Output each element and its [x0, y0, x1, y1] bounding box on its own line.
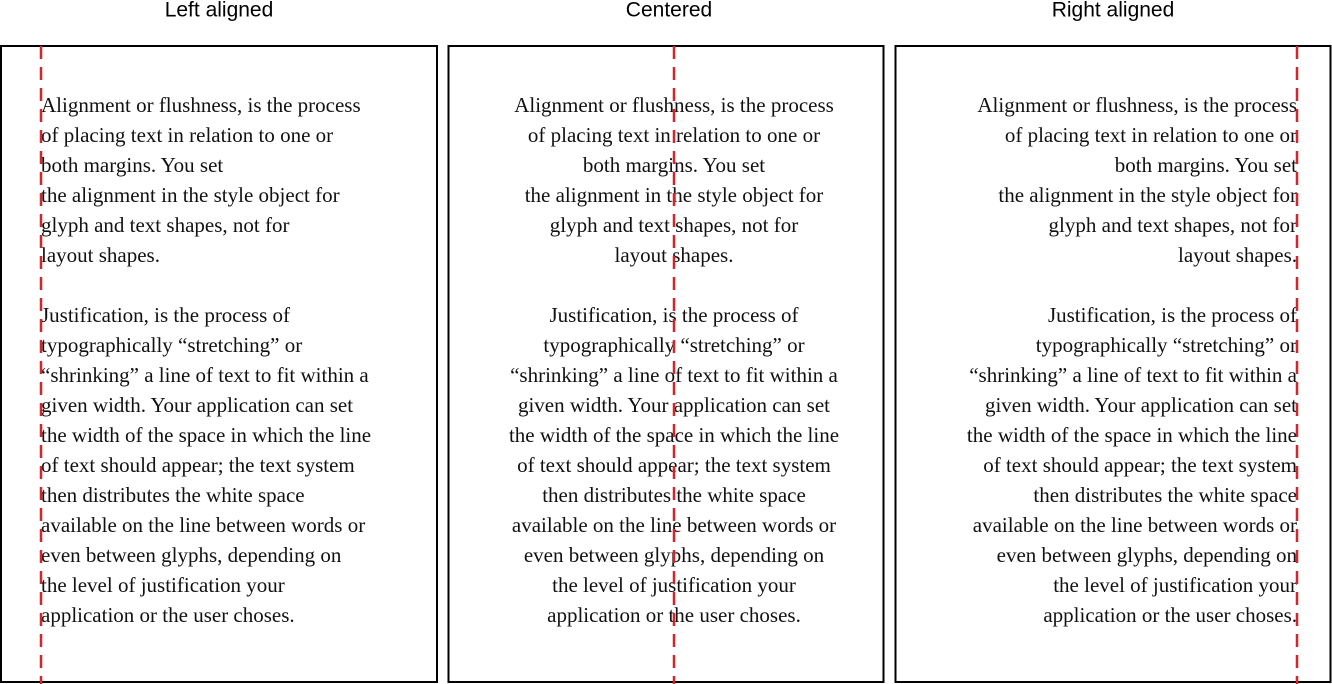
panel-title: Centered	[626, 0, 712, 22]
text-line: of placing text in relation to one or	[41, 123, 333, 147]
text-line: given width. Your application can set	[985, 393, 1297, 417]
text-line: typographically “stretching” or	[41, 333, 302, 357]
text-line: “shrinking” a line of text to fit within…	[969, 363, 1297, 387]
panel-title: Left aligned	[165, 0, 274, 22]
text-line: layout shapes.	[41, 243, 160, 267]
text-line: the level of justification your	[41, 573, 285, 597]
text-line: the width of the space in which the line	[967, 423, 1297, 447]
panel-title: Right aligned	[1052, 0, 1175, 22]
text-line: Alignment or flushness, is the process	[977, 93, 1297, 117]
text-line: glyph and text shapes, not for	[1049, 213, 1297, 237]
text-line: glyph and text shapes, not for	[41, 213, 289, 237]
text-line: even between glyphs, depending on	[997, 543, 1298, 567]
text-line: the alignment in the style object for	[998, 183, 1297, 207]
text-line: Alignment or flushness, is the process	[41, 93, 361, 117]
text-line: layout shapes.	[1178, 243, 1297, 267]
text-line: the width of the space in which the line	[41, 423, 371, 447]
panel-box	[894, 45, 1332, 683]
text-line: Justification, is the process of	[1048, 303, 1297, 327]
text-line: “shrinking” a line of text to fit within…	[41, 363, 369, 387]
panel-box	[447, 45, 885, 683]
text-line: then distributes the white space	[41, 483, 305, 507]
text-line: then distributes the white space	[1033, 483, 1297, 507]
text-line: available on the line between words or	[973, 513, 1297, 537]
text-line: of text should appear; the text system	[983, 453, 1297, 477]
text-line: the level of justification your	[1053, 573, 1297, 597]
text-line: available on the line between words or	[41, 513, 365, 537]
text-line: the alignment in the style object for	[41, 183, 340, 207]
text-line: given width. Your application can set	[41, 393, 353, 417]
text-line: application or the user choses.	[41, 603, 295, 627]
text-line: Justification, is the process of	[41, 303, 290, 327]
text-line: of placing text in relation to one or	[1005, 123, 1297, 147]
text-line: typographically “stretching” or	[1036, 333, 1297, 357]
panel-box	[0, 45, 438, 683]
text-line: of text should appear; the text system	[41, 453, 355, 477]
text-line: both margins. You set	[41, 153, 223, 177]
text-line: application or the user choses.	[1043, 603, 1297, 627]
text-line: even between glyphs, depending on	[41, 543, 342, 567]
text-line: both margins. You set	[1115, 153, 1297, 177]
